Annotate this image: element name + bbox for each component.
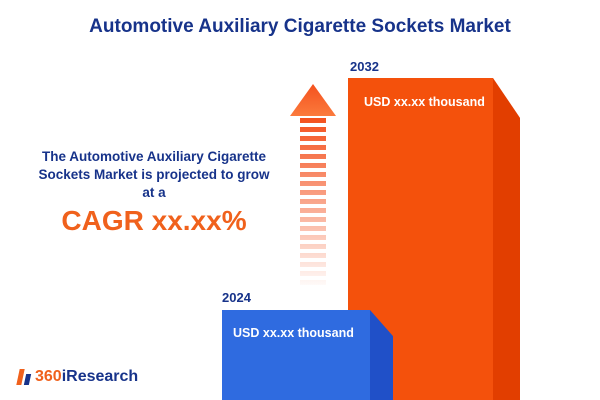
description-line2: Sockets Market is projected to grow	[38, 167, 270, 183]
bar-value-2024: USD xx.xx thousand	[233, 326, 354, 340]
logo-text-360: 360	[35, 368, 62, 385]
logo-bars-icon	[16, 369, 32, 385]
logo-text-iresearch: iResearch	[61, 368, 139, 385]
cagr-value: CAGR xx.xx%	[61, 205, 247, 236]
growth-arrow-icon	[290, 84, 336, 116]
logo-bar-blue-icon	[23, 374, 32, 385]
growth-arrow-fade	[298, 118, 328, 290]
bar-2032-side	[493, 78, 520, 400]
company-logo: 360iResearch	[16, 368, 138, 386]
description-line3: at a	[142, 185, 166, 201]
year-label-2024: 2024	[222, 290, 251, 305]
description-text: The Automotive Auxiliary Cigarette Socke…	[8, 148, 300, 203]
description-line1: The Automotive Auxiliary Cigarette	[41, 149, 267, 164]
logo-text: 360iResearch	[35, 368, 138, 386]
year-label-2032: 2032	[350, 59, 379, 74]
bar-2024	[222, 310, 370, 400]
bar-value-2032: USD xx.xx thousand	[364, 95, 485, 109]
page-title: Automotive Auxiliary Cigarette Sockets M…	[89, 16, 511, 37]
bar-2024-side	[370, 310, 393, 400]
